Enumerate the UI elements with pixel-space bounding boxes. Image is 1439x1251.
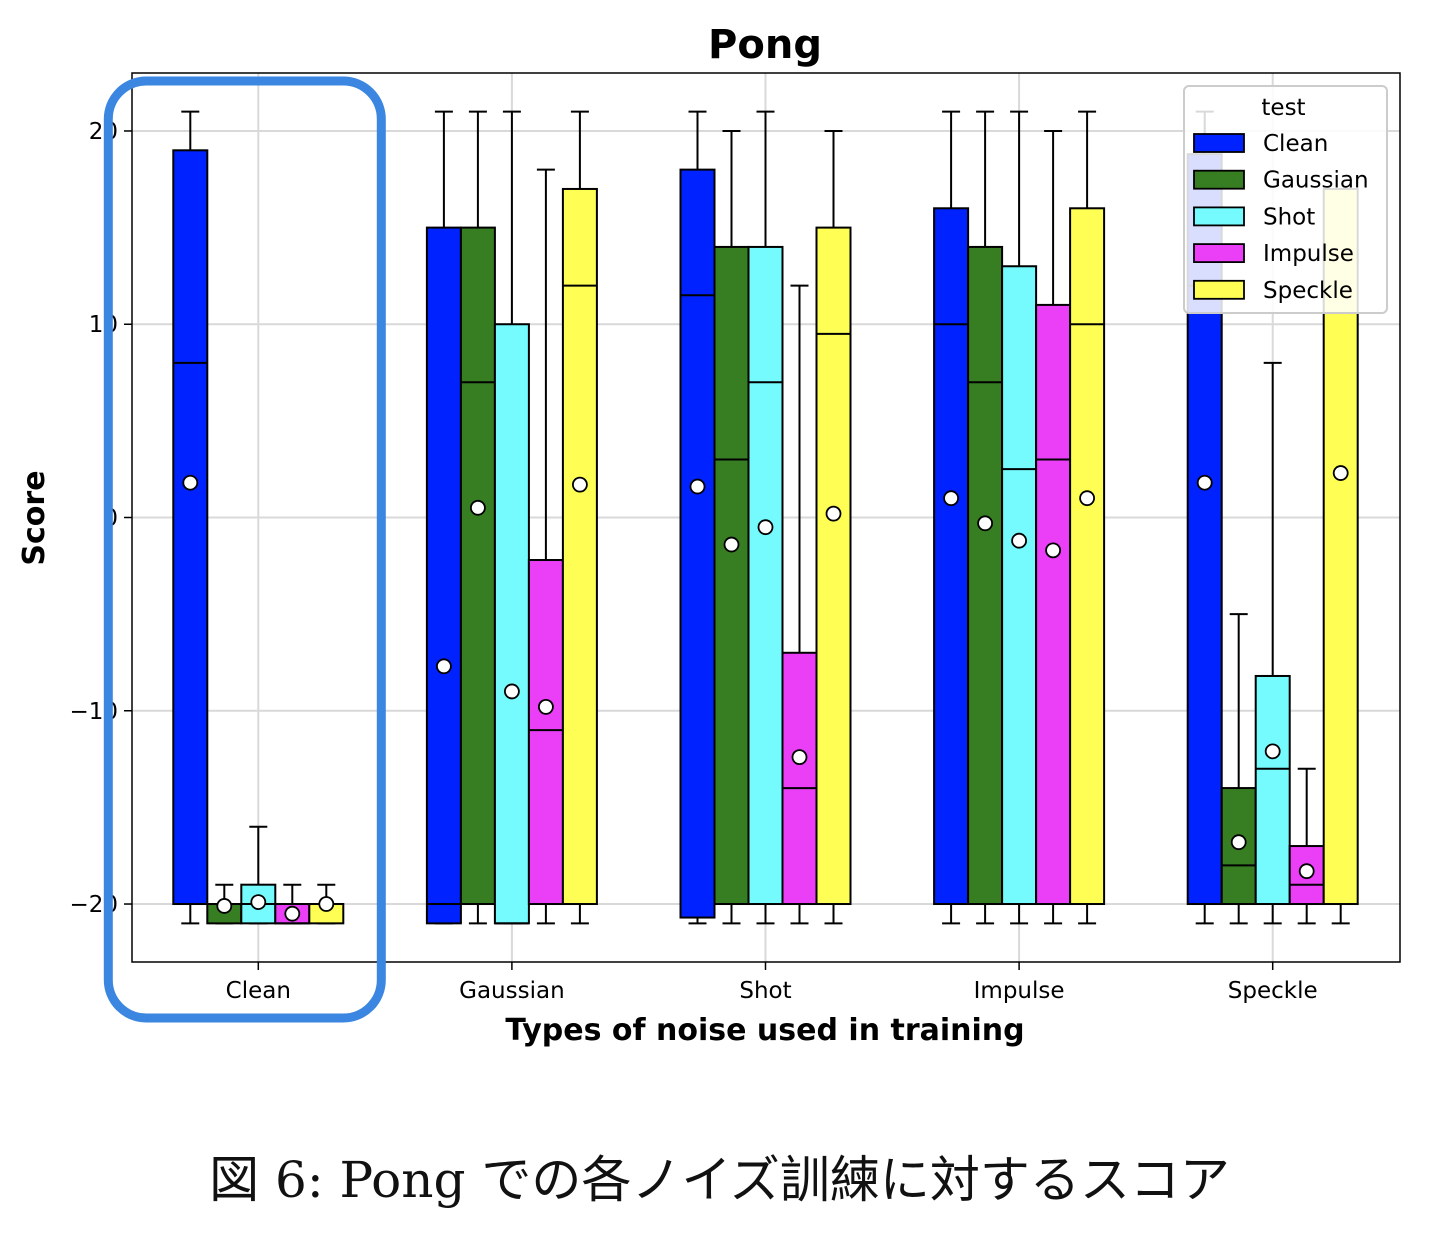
box-speckle xyxy=(815,226,852,906)
mean-marker-speckle xyxy=(318,896,335,912)
box-speckle xyxy=(1069,207,1106,906)
y-axis-label: Score xyxy=(17,470,52,565)
mean-marker-impulse xyxy=(1045,542,1061,559)
mean-marker-impulse xyxy=(1298,863,1315,880)
box-shot xyxy=(493,323,530,925)
mean-marker-shot xyxy=(503,683,520,700)
mean-marker-clean xyxy=(435,658,452,675)
box-clean xyxy=(172,149,209,906)
highlight-clean-group xyxy=(103,76,386,1023)
legend-label-gaussian: Gaussian xyxy=(1263,168,1369,194)
mean-marker-clean xyxy=(1196,474,1213,491)
legend-label-clean: Clean xyxy=(1263,131,1328,157)
box-gaussian xyxy=(459,226,496,906)
legend-swatch-speckle xyxy=(1193,279,1245,300)
box-gaussian xyxy=(967,245,1004,906)
mean-marker-clean xyxy=(689,478,706,495)
box-groups xyxy=(172,110,1359,925)
box-impulse xyxy=(527,559,564,906)
mean-marker-impulse xyxy=(284,905,301,922)
mean-marker-clean xyxy=(943,490,959,507)
x-axis-ticks: Clean Gaussian Shot Impulse Speckle xyxy=(226,962,1318,1004)
mean-marker-impulse xyxy=(538,698,554,715)
mean-marker-speckle xyxy=(572,476,588,493)
box-clean xyxy=(933,207,970,906)
y-tick-label: 10 xyxy=(89,312,118,338)
mean-marker-shot xyxy=(1264,743,1281,760)
legend-title: test xyxy=(1261,95,1305,121)
figure-caption: 図 6: Pong での各ノイズ訓練に対するスコア xyxy=(209,1151,1230,1209)
x-tick-label-impulse: Impulse xyxy=(974,978,1065,1004)
legend-swatch-impulse xyxy=(1193,243,1245,264)
x-tick-label-gaussian: Gaussian xyxy=(459,978,565,1004)
chart-title: Pong xyxy=(708,22,822,68)
box-clean xyxy=(679,168,716,919)
legend-swatch-shot xyxy=(1193,206,1245,227)
mean-marker-shot xyxy=(757,519,774,536)
box-group-shot xyxy=(679,110,852,925)
mean-marker-speckle xyxy=(825,505,842,522)
box-group-impulse xyxy=(933,110,1106,925)
mean-marker-impulse xyxy=(791,749,808,766)
box-clean xyxy=(425,226,462,925)
mean-marker-clean xyxy=(182,474,199,491)
mean-marker-shot xyxy=(250,894,267,910)
legend-label-shot: Shot xyxy=(1263,204,1315,230)
legend: test Clean Gaussian Shot Impulse Speckle xyxy=(1183,85,1388,314)
x-tick-label-shot: Shot xyxy=(739,978,791,1004)
legend-swatch-gaussian xyxy=(1193,169,1245,190)
mean-marker-gaussian xyxy=(977,515,993,532)
mean-marker-shot xyxy=(1011,532,1027,549)
box-shot xyxy=(747,245,784,906)
mean-marker-gaussian xyxy=(723,536,740,553)
box-gaussian xyxy=(713,245,750,906)
legend-swatch-clean xyxy=(1193,133,1245,153)
legend-label-speckle: Speckle xyxy=(1263,278,1353,304)
mean-marker-speckle xyxy=(1332,465,1349,481)
x-tick-label-speckle: Speckle xyxy=(1228,978,1318,1004)
x-axis-label: Types of noise used in training xyxy=(505,1013,1024,1048)
mean-marker-gaussian xyxy=(1230,834,1247,851)
box-shot xyxy=(1001,265,1038,906)
box-group-clean xyxy=(172,110,345,925)
x-tick-label-clean: Clean xyxy=(226,978,291,1004)
plot-frame xyxy=(131,72,1401,963)
mean-marker-speckle xyxy=(1079,490,1095,507)
box-impulse xyxy=(1035,303,1072,906)
box-impulse xyxy=(781,651,818,906)
y-tick-label: 20 xyxy=(89,119,118,145)
mean-marker-gaussian xyxy=(216,898,233,914)
box-speckle xyxy=(561,187,598,906)
box-group-gaussian xyxy=(425,110,598,925)
mean-marker-gaussian xyxy=(469,499,486,516)
legend-label-impulse: Impulse xyxy=(1263,241,1354,267)
box-shot xyxy=(1254,674,1291,906)
